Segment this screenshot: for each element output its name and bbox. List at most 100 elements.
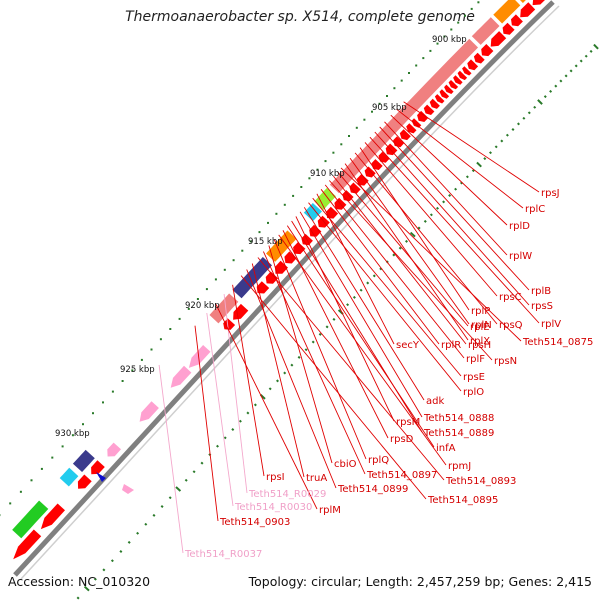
gene-label[interactable]: rpsI xyxy=(266,472,285,483)
gene-label[interactable]: rplF xyxy=(466,354,485,365)
inner-scale-tick xyxy=(477,1,480,4)
cds-feature xyxy=(284,251,297,264)
inner-scale-tick xyxy=(150,348,153,351)
gene-label[interactable]: rplQ xyxy=(368,455,389,466)
minor-scale-tick xyxy=(200,461,204,465)
gene-label[interactable]: rplR xyxy=(441,340,461,351)
cds-feature xyxy=(378,151,390,163)
inner-scale-tick xyxy=(400,79,403,82)
gene-label[interactable]: Teth514_R0030 xyxy=(234,502,312,513)
cds-feature xyxy=(371,159,383,170)
cds-feature xyxy=(40,503,65,530)
minor-scale-tick xyxy=(253,403,257,407)
gene-label[interactable]: rpsH xyxy=(468,340,491,351)
minor-scale-tick xyxy=(423,219,427,223)
gene-label[interactable]: rplM xyxy=(319,505,341,516)
inner-scale-tick xyxy=(205,288,208,291)
inner-scale-tick xyxy=(19,490,22,493)
cds-feature xyxy=(417,110,429,122)
minor-scale-tick xyxy=(238,419,242,423)
feature-tracks xyxy=(11,0,545,560)
cds-feature xyxy=(265,271,279,284)
inner-scale-tick xyxy=(258,231,261,234)
label-leader-line xyxy=(158,364,184,554)
cds-feature xyxy=(399,129,411,141)
gene-label[interactable]: rplW xyxy=(509,251,532,262)
rna-feature xyxy=(107,442,121,457)
gene-label[interactable]: Teth514_0875 xyxy=(522,337,593,348)
gene-label[interactable]: cbiO xyxy=(334,459,357,470)
gene-label[interactable]: rpsC xyxy=(499,292,522,303)
label-leader-line xyxy=(291,220,423,433)
minor-scale-tick xyxy=(119,550,123,553)
label-leader-line xyxy=(206,312,234,507)
gene-label[interactable]: Teth514_R0037 xyxy=(184,549,262,560)
scale-label: 915 kbp xyxy=(248,237,283,247)
minor-scale-tick xyxy=(192,470,196,474)
minor-scale-tick xyxy=(505,133,509,137)
gene-label[interactable]: rpsD xyxy=(390,434,414,445)
gene-label[interactable]: infA xyxy=(436,443,456,454)
gene-label[interactable]: rpsS xyxy=(531,301,553,312)
minor-scale-tick xyxy=(352,295,356,299)
gene-label[interactable]: rpsN xyxy=(494,356,517,367)
gene-label[interactable]: rpsM xyxy=(396,417,420,428)
minor-scale-tick xyxy=(417,226,421,230)
label-leader-line xyxy=(232,284,265,477)
minor-scale-tick xyxy=(318,332,322,336)
scale-label: 910 kbp xyxy=(310,169,345,179)
label-leader-line xyxy=(223,294,248,494)
gene-label[interactable]: Teth514_0895 xyxy=(427,495,498,506)
minor-scale-tick xyxy=(136,531,140,535)
cog-band-salmon xyxy=(470,16,501,46)
gene-label[interactable]: rplE xyxy=(470,322,490,333)
gene-label[interactable]: Teth514_0889 xyxy=(423,428,494,439)
gene-label[interactable]: rplP xyxy=(471,306,490,317)
label-leader-line xyxy=(364,142,498,297)
gene-label[interactable]: Teth514_0893 xyxy=(445,476,516,487)
gene-label[interactable]: Teth514_0897 xyxy=(366,470,437,481)
gene-label[interactable]: Teth514_0899 xyxy=(337,484,408,495)
gene-label[interactable]: secY xyxy=(396,340,420,351)
minor-scale-tick xyxy=(346,303,350,307)
gene-label[interactable]: rplN xyxy=(471,320,492,331)
gene-label[interactable]: Teth514_0888 xyxy=(423,413,494,424)
inner-scale-tick xyxy=(40,467,43,470)
gene-label[interactable]: rpsQ xyxy=(499,320,523,331)
minor-scale-tick xyxy=(223,436,227,440)
cds-feature xyxy=(490,31,507,47)
minor-scale-tick xyxy=(332,317,336,321)
inner-scale-tick xyxy=(187,307,190,310)
gene-label[interactable]: rplV xyxy=(541,319,561,330)
gene-label[interactable]: rpsE xyxy=(463,372,485,383)
inner-scale-tick xyxy=(422,57,425,60)
gene-label[interactable]: adk xyxy=(426,396,444,407)
gene-label[interactable]: rplD xyxy=(509,221,530,232)
cds-feature xyxy=(481,44,494,57)
gene-label[interactable]: Teth514_R0029 xyxy=(248,489,326,500)
minor-scale-tick xyxy=(533,105,537,109)
inner-scale-tick xyxy=(121,380,124,382)
gene-label[interactable]: rplC xyxy=(525,204,545,215)
minor-scale-tick xyxy=(564,74,568,78)
gene-label[interactable]: truA xyxy=(306,473,327,484)
gene-label[interactable]: rpmJ xyxy=(448,461,471,472)
gene-label[interactable]: rpsJ xyxy=(541,188,560,199)
rna-feature xyxy=(139,401,159,422)
inner-scale-tick xyxy=(292,194,295,197)
minor-scale-tick xyxy=(579,59,583,63)
inner-scale-tick xyxy=(386,95,388,97)
cds-feature xyxy=(356,173,369,186)
gene-label[interactable]: Teth514_0903 xyxy=(219,517,290,528)
gene-label[interactable]: rplO xyxy=(463,387,484,398)
inner-scale-tick xyxy=(429,49,432,52)
label-leader-line xyxy=(312,197,462,377)
label-leader-line xyxy=(262,251,366,475)
major-scale-tick xyxy=(476,161,482,168)
minor-scale-tick xyxy=(110,559,114,563)
minor-scale-tick xyxy=(405,239,408,243)
gene-label[interactable]: rplB xyxy=(531,286,551,297)
gene-label[interactable]: rplX xyxy=(470,336,490,347)
cds-feature xyxy=(256,281,270,294)
